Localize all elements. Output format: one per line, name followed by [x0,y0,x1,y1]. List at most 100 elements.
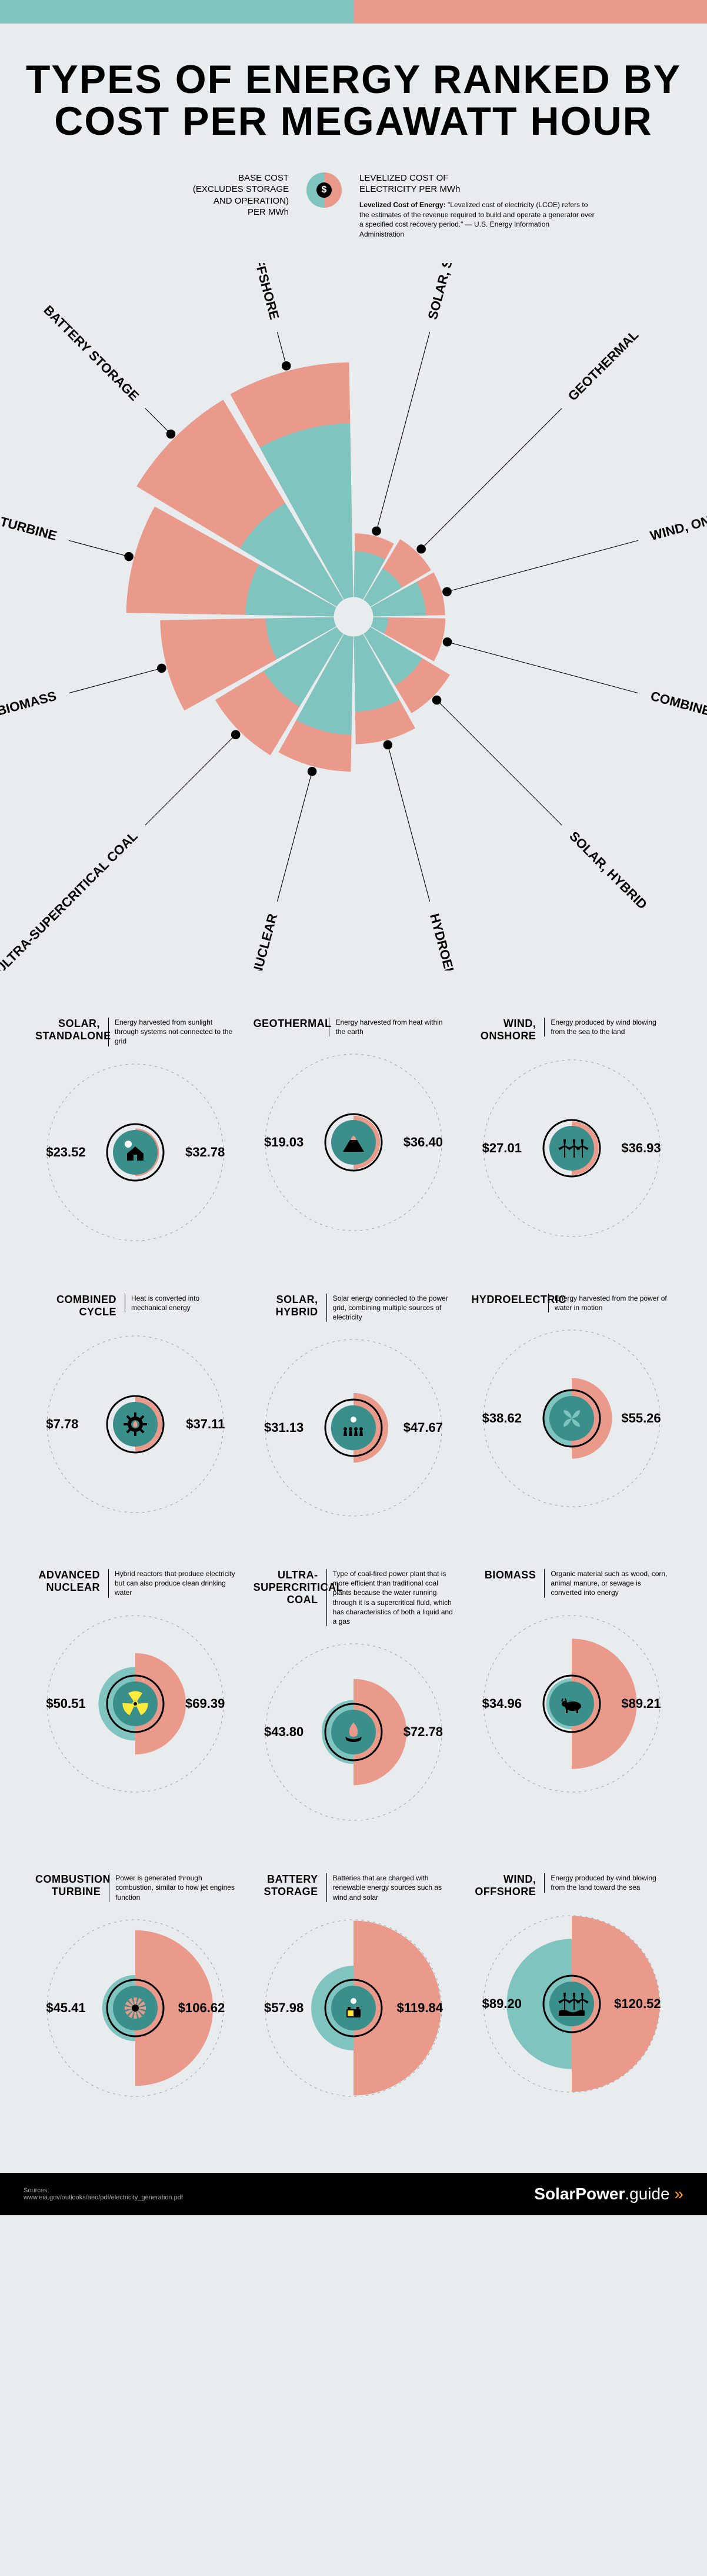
card-desc: Energy harvested from the power of water… [548,1294,672,1312]
card-chart: $27.01 $36.93 [478,1054,666,1242]
base-cost-value: $7.78 [46,1417,78,1432]
card-header: GEOTHERMAL Energy harvested from heat wi… [254,1018,454,1036]
card-header: SOLAR, HYBRID Solar energy connected to … [254,1294,454,1322]
card-chart: $89.20 $120.52 [478,1910,666,2098]
card-title: HYDROELECTRIC [471,1294,540,1306]
lcoe-value: $119.84 [397,2000,443,2016]
lcoe-value: $120.52 [614,1996,661,2012]
card-title: COMBUSTION TURBINE [35,1873,101,1898]
base-cost-value: $45.41 [46,2000,85,2016]
energy-card-geothermal: GEOTHERMAL Energy harvested from heat wi… [254,1018,454,1247]
card-desc: Power is generated through combustion, s… [109,1873,235,1902]
header-bar [0,0,707,24]
legend-base-cost-label: BASE COST(EXCLUDES STORAGEAND OPERATION)… [112,172,289,218]
base-cost-value: $38.62 [482,1411,522,1426]
card-title: SOLAR, HYBRID [254,1294,318,1318]
energy-card-ultra-coal: ULTRA-SUPERCRITICAL COAL Type of coal-fi… [254,1569,454,1826]
card-desc: Energy produced by wind blowing from the… [544,1873,672,1892]
card-title: SOLAR, STANDALONE [35,1018,100,1042]
card-header: COMBINED CYCLE Heat is converted into me… [35,1294,236,1318]
card-header: HYDROELECTRIC Energy harvested from the … [471,1294,672,1312]
legend: BASE COST(EXCLUDES STORAGEAND OPERATION)… [0,167,707,263]
svg-text:SOLAR, HYBRID: SOLAR, HYBRID [566,829,650,912]
energy-card-hydroelectric: HYDROELECTRIC Energy harvested from the … [471,1294,672,1523]
card-header: WIND, OFFSHORE Energy produced by wind b… [471,1873,672,1898]
svg-text:WIND, ONSHORE: WIND, ONSHORE [649,501,707,543]
svg-text:COMBINED CYCLE: COMBINED CYCLE [649,689,707,734]
card-header: BIOMASS Organic material such as wood, c… [471,1569,672,1598]
lcoe-value: $69.39 [185,1696,225,1711]
lcoe-value: $36.40 [403,1135,443,1150]
svg-text:COMBUSTION TURBINE: COMBUSTION TURBINE [0,490,58,543]
card-chart: $57.98 $119.84 [259,1914,448,2102]
svg-text:GEOTHERMAL: GEOTHERMAL [565,327,642,404]
energy-card-solar-standalone: SOLAR, STANDALONE Energy harvested from … [35,1018,236,1247]
legend-dollar-icon: $ [306,172,342,208]
card-chart: $43.80 $72.78 [259,1638,448,1826]
base-cost-value: $43.80 [264,1724,304,1740]
card-chart: $34.96 $89.21 [478,1610,666,1798]
base-cost-value: $89.20 [482,1996,522,2012]
card-chart: $45.41 $106.62 [41,1914,229,2102]
energy-card-wind-offshore: WIND, OFFSHORE Energy produced by wind b… [471,1873,672,2102]
polar-rose-chart: SOLAR, STANDALONE GEOTHERMAL WIND, ONSHORE… [0,263,707,970]
svg-text:BATTERY STORAGE: BATTERY STORAGE [41,303,142,404]
base-cost-value: $31.13 [264,1420,304,1435]
card-title: WIND, ONSHORE [471,1018,536,1042]
legend-lcoe-label: LEVELIZED COST OFELECTRICITY PER MWh Lev… [359,172,595,240]
card-title: COMBINED CYCLE [35,1294,116,1318]
card-title: GEOTHERMAL [254,1018,321,1030]
card-title: BIOMASS [471,1569,536,1581]
lcoe-value: $55.26 [621,1411,661,1426]
lcoe-value: $37.11 [186,1417,225,1432]
lcoe-value: $36.93 [621,1141,661,1156]
svg-text:SOLAR, STANDALONE: SOLAR, STANDALONE [425,263,476,321]
card-desc: Type of coal-fired power plant that is m… [326,1569,454,1626]
main-title: TYPES OF ENERGY RANKED BY COST PER MEGAW… [24,59,683,143]
base-cost-value: $34.96 [482,1696,522,1711]
energy-card-solar-hybrid: SOLAR, HYBRID Solar energy connected to … [254,1294,454,1523]
card-chart: $7.78 $37.11 [41,1330,229,1518]
energy-card-combustion: COMBUSTION TURBINE Power is generated th… [35,1873,236,2102]
card-desc: Solar energy connected to the power grid… [326,1294,454,1322]
card-desc: Batteries that are charged with renewabl… [326,1873,454,1902]
base-cost-value: $27.01 [482,1141,522,1156]
card-header: ADVANCED NUCLEAR Hybrid reactors that pr… [35,1569,236,1598]
lcoe-value: $47.67 [403,1420,443,1435]
base-cost-value: $57.98 [264,2000,304,2016]
svg-text:HYDROELECTRIC: HYDROELECTRIC [427,912,471,970]
lcoe-value: $106.62 [178,2000,225,2016]
energy-card-advanced-nuclear: ADVANCED NUCLEAR Hybrid reactors that pr… [35,1569,236,1826]
card-title: ADVANCED NUCLEAR [35,1569,100,1594]
base-cost-value: $23.52 [46,1145,85,1160]
card-header: BATTERY STORAGE Batteries that are charg… [254,1873,454,1902]
energy-card-biomass: BIOMASS Organic material such as wood, c… [471,1569,672,1826]
energy-card-combined-cycle: COMBINED CYCLE Heat is converted into me… [35,1294,236,1523]
lcoe-value: $89.21 [621,1696,661,1711]
card-chart: $19.03 $36.40 [259,1048,448,1237]
card-title: ULTRA-SUPERCRITICAL COAL [254,1569,318,1606]
card-chart: $31.13 $47.67 [259,1334,448,1522]
svg-text:ADVANCED NUCLEAR: ADVANCED NUCLEAR [229,912,280,970]
card-desc: Hybrid reactors that produce electricity… [108,1569,236,1598]
card-desc: Organic material such as wood, corn, ani… [544,1569,672,1598]
brand-logo: SolarPower.guide » [534,2185,683,2203]
card-chart: $38.62 $55.26 [478,1324,666,1513]
card-chart: $23.52 $32.78 [41,1058,229,1247]
card-chart: $50.51 $69.39 [41,1610,229,1798]
card-header: ULTRA-SUPERCRITICAL COAL Type of coal-fi… [254,1569,454,1626]
card-desc: Energy harvested from heat within the ea… [329,1018,453,1036]
card-header: COMBUSTION TURBINE Power is generated th… [35,1873,236,1902]
dollar-icon: $ [316,182,332,198]
footer: Sources: www.eia.gov/outlooks/aeo/pdf/el… [0,2173,707,2215]
card-desc: Energy produced by wind blowing from the… [544,1018,672,1036]
energy-cards-grid: SOLAR, STANDALONE Energy harvested from … [0,1018,707,2173]
card-header: SOLAR, STANDALONE Energy harvested from … [35,1018,236,1046]
lcoe-value: $72.78 [403,1724,443,1740]
page-title: TYPES OF ENERGY RANKED BY COST PER MEGAW… [0,24,707,167]
card-header: WIND, ONSHORE Energy produced by wind bl… [471,1018,672,1042]
base-cost-value: $19.03 [264,1135,304,1150]
svg-text:BIOMASS: BIOMASS [0,689,58,719]
svg-text:ULTRA-SUPERCRITICAL COAL: ULTRA-SUPERCRITICAL COAL [0,829,141,970]
card-title: WIND, OFFSHORE [471,1873,536,1898]
